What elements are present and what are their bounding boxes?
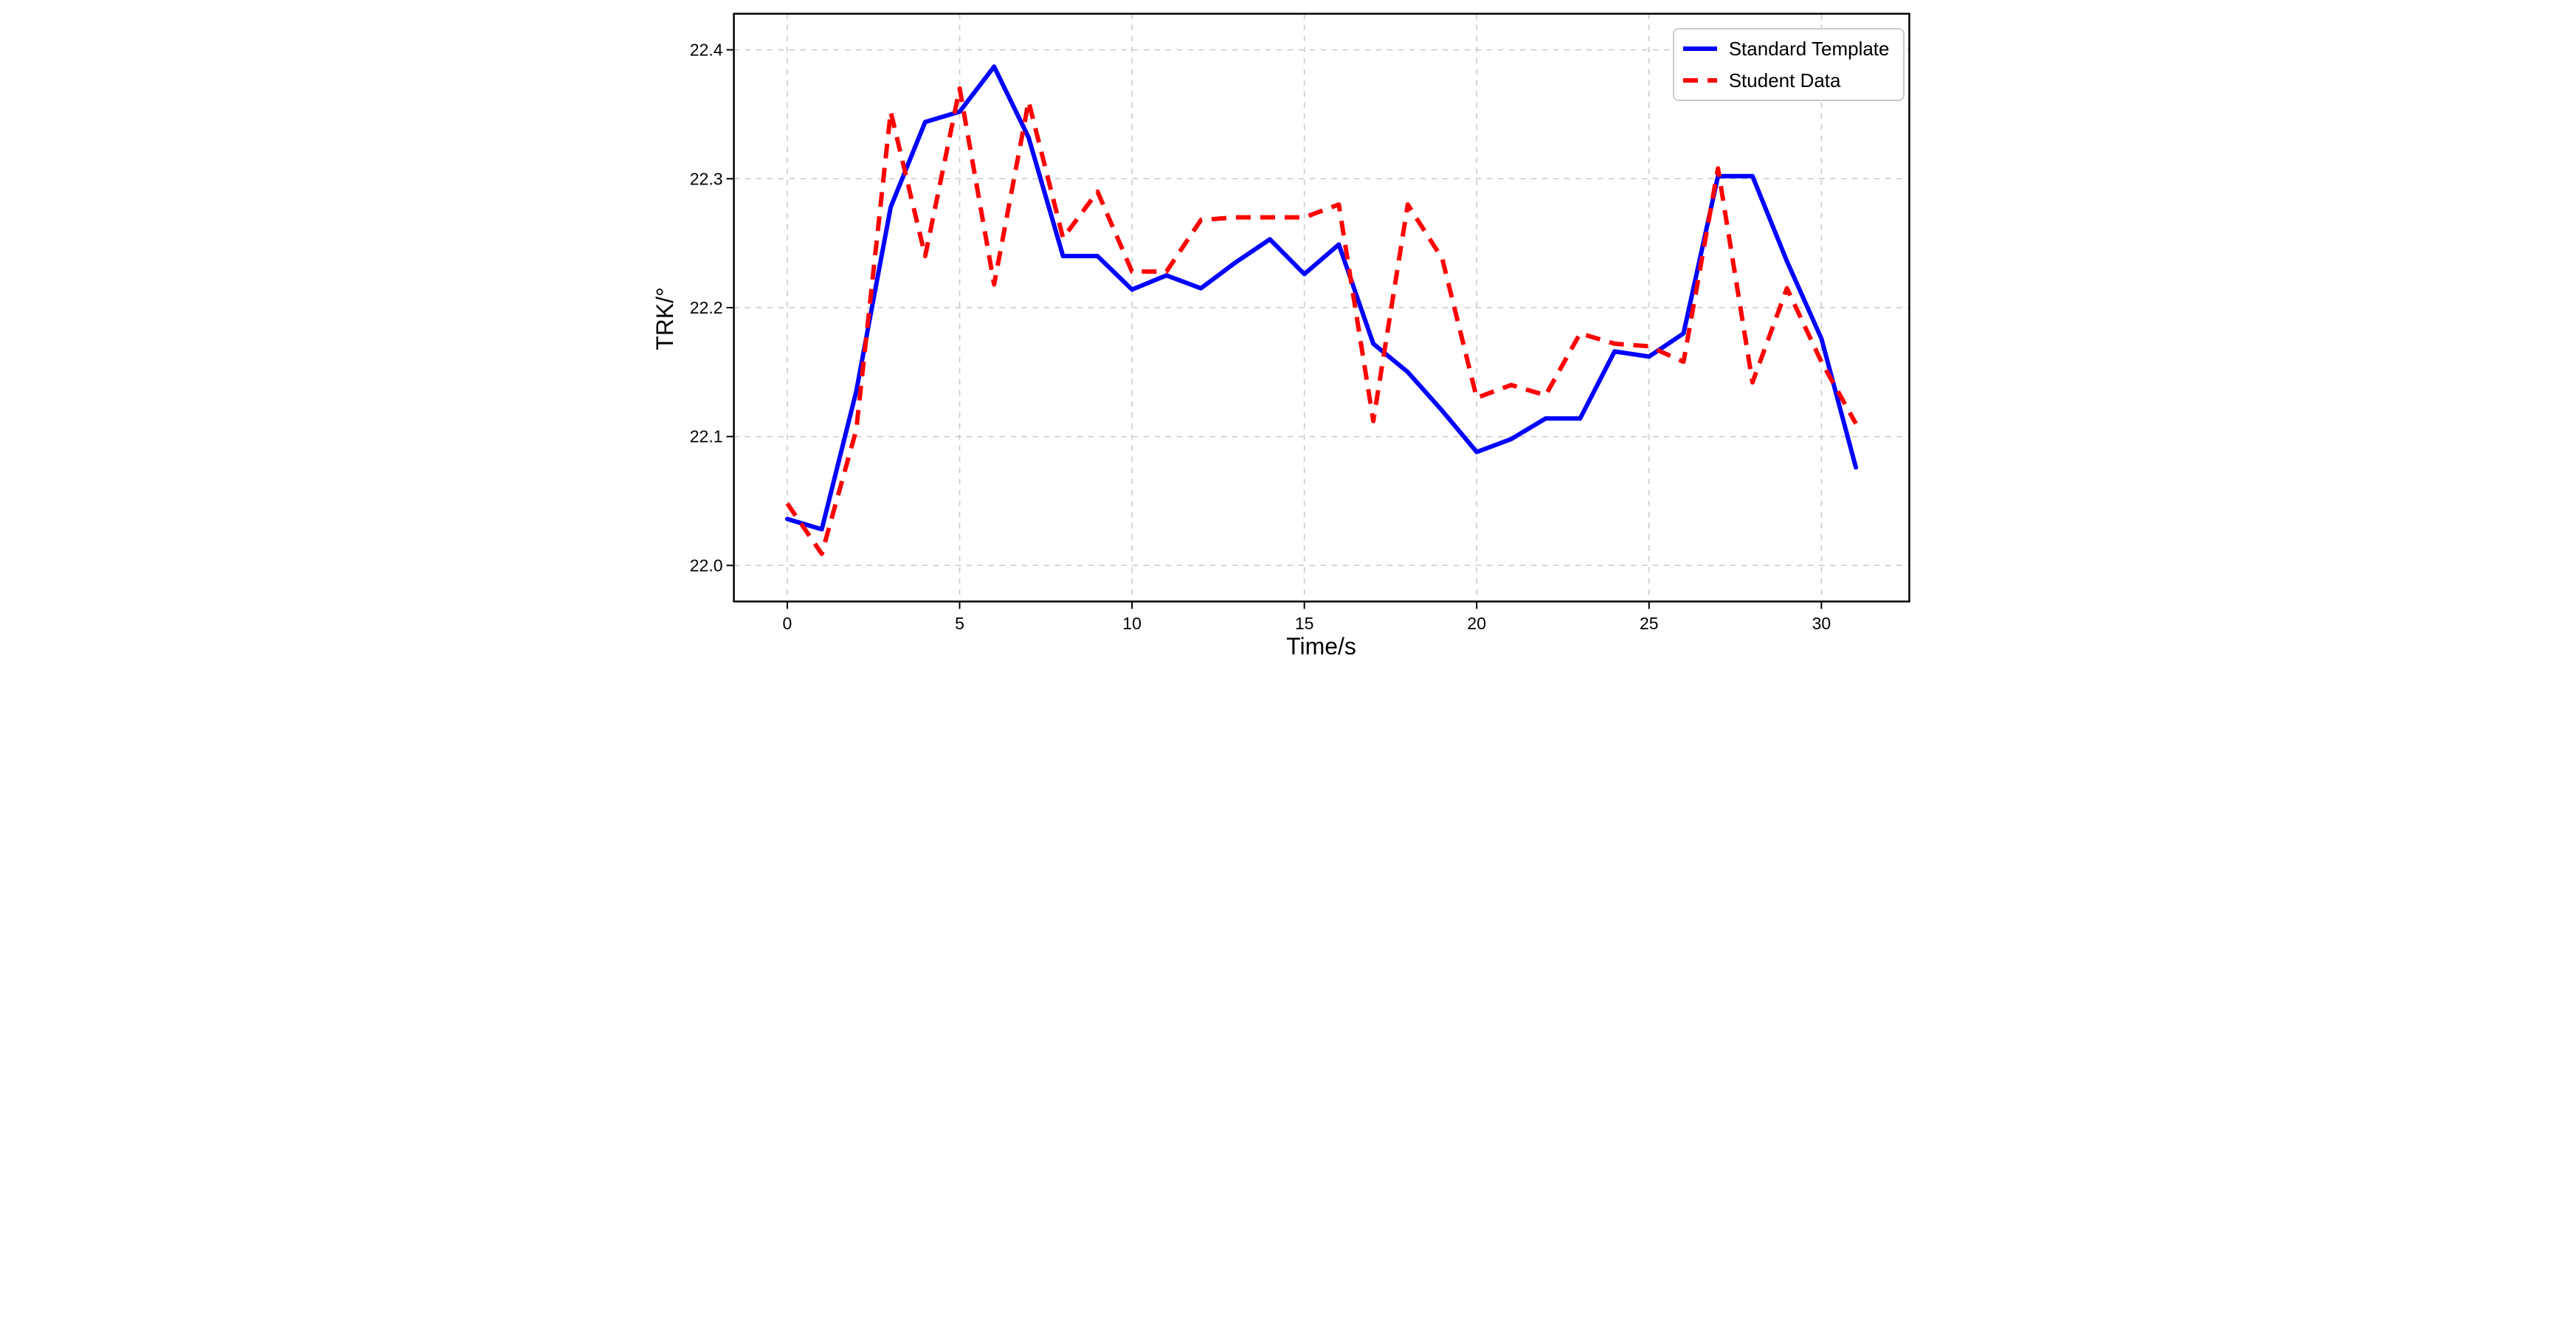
- x-tick-label: 20: [1467, 614, 1486, 633]
- series-line-student-data: [784, 86, 1858, 556]
- legend-line-sample-dashed: [1682, 77, 1717, 83]
- legend-line-sample-solid: [1682, 46, 1717, 52]
- y-axis-label: TRK/°: [651, 287, 678, 350]
- legend: Standard Template Student Data: [1672, 28, 1905, 102]
- y-tick-label: 22.4: [689, 41, 722, 60]
- y-tick-label: 22.2: [689, 298, 722, 317]
- x-tick-label: 0: [782, 614, 792, 633]
- x-tick-label: 25: [1640, 614, 1659, 633]
- y-tick-label: 22.3: [689, 169, 722, 188]
- legend-item-standard-template: Standard Template: [1682, 38, 1890, 60]
- x-axis-label: Time/s: [1286, 633, 1356, 660]
- y-tick-label: 22.0: [689, 555, 722, 575]
- legend-label-student-data: Student Data: [1728, 69, 1841, 91]
- x-tick-label: 30: [1812, 614, 1831, 633]
- y-tick-label: 22.1: [689, 427, 722, 446]
- legend-item-student-data: Student Data: [1682, 69, 1890, 91]
- series-line-standard-template: [784, 64, 1858, 532]
- x-tick-label: 5: [955, 614, 964, 633]
- x-tick-label: 15: [1294, 614, 1313, 633]
- legend-label-standard-template: Standard Template: [1728, 38, 1890, 60]
- x-tick-label: 10: [1122, 614, 1142, 633]
- chart-figure: 0 5 10 15 20 25 30 22.0 22.1 22.2 22.3 22.4 Time/s …: [643, 0, 1933, 668]
